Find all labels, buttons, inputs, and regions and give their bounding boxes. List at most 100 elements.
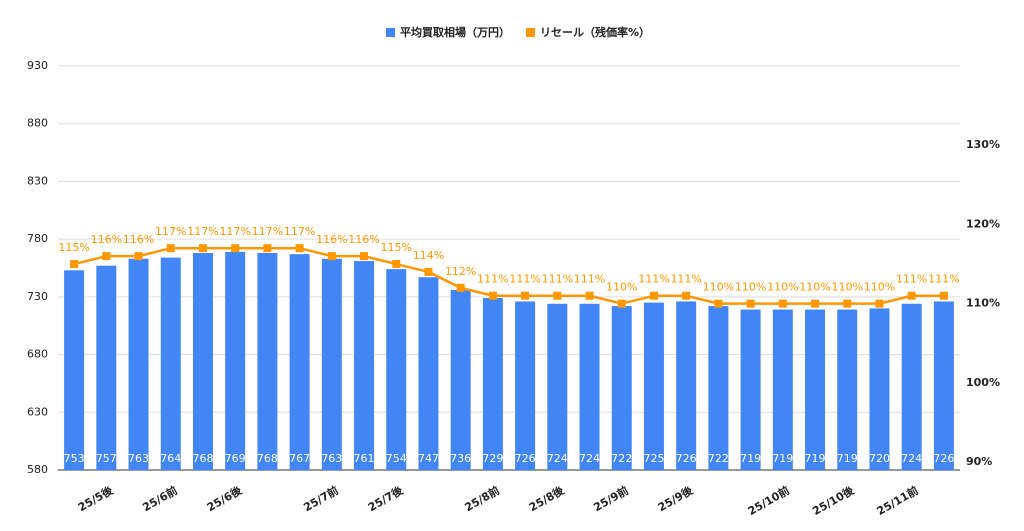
bar-value-label: 726 <box>676 452 697 465</box>
line-value-label: 112% <box>445 265 476 278</box>
line-value-label: 111% <box>509 273 540 286</box>
bar-value-label: 763 <box>321 452 342 465</box>
bar <box>96 265 117 470</box>
bar-value-label: 724 <box>901 452 922 465</box>
line-marker <box>843 299 852 308</box>
line-marker <box>488 291 497 300</box>
bar <box>64 270 85 470</box>
line-value-label: 111% <box>638 273 669 286</box>
bar-value-label: 753 <box>64 452 85 465</box>
line-value-label: 111% <box>896 273 927 286</box>
x-tick-label: 25/10後 <box>810 483 857 518</box>
line-value-label: 115% <box>58 241 89 254</box>
bar <box>933 301 954 470</box>
x-tick-label: 25/9前 <box>591 483 631 514</box>
y-tick-label: 830 <box>27 174 48 187</box>
bar-value-label: 719 <box>740 452 761 465</box>
line-value-label: 110% <box>735 281 766 294</box>
x-tick-label: 25/9後 <box>655 483 696 515</box>
bar <box>643 302 664 470</box>
line-value-label: 117% <box>284 225 315 238</box>
bar <box>869 308 890 470</box>
bar-value-label: 769 <box>225 452 246 465</box>
line-value-label: 110% <box>767 281 798 294</box>
line-value-label: 110% <box>606 281 637 294</box>
legend-swatch <box>526 28 535 37</box>
bar <box>257 252 278 470</box>
x-tick-label: 25/6後 <box>204 483 245 515</box>
bar <box>547 303 568 470</box>
x-tick-label: 25/10前 <box>745 483 792 518</box>
bar <box>772 309 793 470</box>
line-marker <box>456 283 465 292</box>
bar-value-label: 719 <box>805 452 826 465</box>
line-marker <box>360 252 369 261</box>
line-marker <box>166 244 175 253</box>
bar-value-label: 729 <box>482 452 503 465</box>
line-value-label: 116% <box>348 233 379 246</box>
line-marker <box>424 267 433 276</box>
line-marker <box>778 299 787 308</box>
y-tick-label: 730 <box>27 290 48 303</box>
bar-value-label: 763 <box>128 452 149 465</box>
line-marker <box>714 299 723 308</box>
bar <box>386 269 407 470</box>
bar <box>482 298 503 470</box>
line-value-label: 116% <box>91 233 122 246</box>
y-tick-label: 580 <box>27 463 48 476</box>
line-marker <box>198 244 207 253</box>
y-tick-label: 780 <box>27 232 48 245</box>
line-value-label: 111% <box>928 273 959 286</box>
line-marker <box>392 260 401 269</box>
bar-value-label: 754 <box>386 452 407 465</box>
bar-value-label: 767 <box>289 452 310 465</box>
line-value-label: 111% <box>542 273 573 286</box>
line-marker <box>231 244 240 253</box>
x-tick-label: 25/5後 <box>75 483 116 515</box>
bar-value-label: 726 <box>933 452 954 465</box>
line-value-label: 115% <box>381 241 412 254</box>
line-marker <box>521 291 530 300</box>
bar-value-label: 725 <box>643 452 664 465</box>
line-marker <box>649 291 658 300</box>
bar-value-label: 736 <box>450 452 471 465</box>
line-marker <box>811 299 820 308</box>
line-value-label: 116% <box>123 233 154 246</box>
y-tick-label: 880 <box>27 117 48 130</box>
line-value-label: 110% <box>799 281 830 294</box>
line-value-label: 111% <box>574 273 605 286</box>
line-marker <box>907 291 916 300</box>
line-value-label: 117% <box>155 225 186 238</box>
bar <box>450 289 471 470</box>
bar <box>418 277 439 470</box>
bar-value-label: 747 <box>418 452 439 465</box>
x-tick-label: 25/8後 <box>526 483 567 515</box>
bar <box>515 301 536 470</box>
line-marker <box>585 291 594 300</box>
bar <box>611 306 632 470</box>
line-value-label: 114% <box>413 249 444 262</box>
bar-value-label: 719 <box>772 452 793 465</box>
line-marker <box>553 291 562 300</box>
line-value-label: 111% <box>670 273 701 286</box>
bar-value-label: 724 <box>547 452 568 465</box>
bar <box>354 261 375 470</box>
bar-value-label: 764 <box>160 452 181 465</box>
bar-value-label: 761 <box>354 452 375 465</box>
bar-value-label: 768 <box>192 452 213 465</box>
line-marker <box>102 252 111 261</box>
bar <box>805 309 826 470</box>
bar <box>676 301 697 470</box>
y2-tick-label: 130% <box>966 138 1000 151</box>
bar-value-label: 726 <box>515 452 536 465</box>
bar <box>837 309 858 470</box>
line-marker <box>875 299 884 308</box>
line-marker <box>746 299 755 308</box>
y2-tick-label: 90% <box>966 455 992 468</box>
bar <box>225 251 246 470</box>
line-value-label: 117% <box>187 225 218 238</box>
bar-value-label: 720 <box>869 452 890 465</box>
line <box>73 246 944 305</box>
line-marker <box>295 244 304 253</box>
